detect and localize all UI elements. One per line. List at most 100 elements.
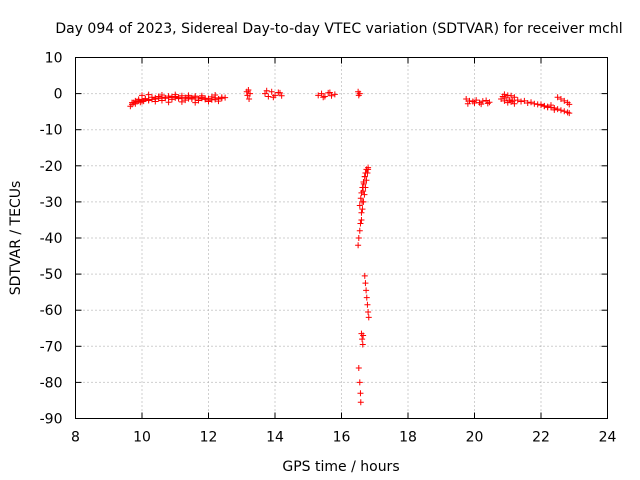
data-point — [139, 92, 145, 99]
data-point — [547, 102, 554, 109]
x-tick-label: 18 — [399, 430, 417, 446]
data-point — [132, 97, 139, 104]
data-point — [263, 87, 270, 94]
data-point — [531, 100, 538, 107]
data-point — [360, 332, 367, 339]
y-tick-label: -30 — [40, 195, 63, 211]
data-point — [357, 195, 364, 202]
data-point — [521, 97, 528, 104]
data-point — [158, 92, 165, 99]
data-point — [192, 93, 199, 100]
data-point — [202, 95, 209, 102]
data-point — [355, 235, 362, 241]
y-tick-label: -40 — [40, 231, 63, 247]
data-point — [363, 287, 370, 294]
data-point — [508, 98, 515, 105]
data-point — [356, 90, 363, 97]
data-point — [554, 94, 561, 101]
data-point — [360, 198, 367, 205]
data-point — [518, 98, 525, 105]
data-point — [276, 89, 283, 96]
data-point — [557, 96, 564, 103]
data-point — [165, 93, 172, 100]
y-tick-label: -60 — [40, 303, 63, 319]
data-point — [365, 314, 372, 321]
data-point — [152, 98, 159, 105]
data-point — [359, 206, 366, 213]
data-point — [551, 106, 558, 113]
data-point — [508, 92, 515, 99]
data-point — [247, 90, 254, 97]
data-point — [135, 96, 142, 103]
data-point — [331, 91, 338, 98]
data-points — [127, 86, 573, 406]
y-tick-label: -90 — [40, 412, 63, 428]
y-tick-label: 0 — [54, 87, 63, 103]
data-point — [361, 272, 368, 279]
y-tick-label: 10 — [45, 51, 63, 67]
data-point — [165, 99, 172, 106]
data-point — [142, 95, 149, 102]
data-point — [215, 98, 222, 105]
data-point — [358, 216, 365, 223]
data-point — [188, 96, 195, 103]
data-point — [362, 280, 369, 287]
plot-frame — [75, 57, 608, 419]
data-point — [172, 91, 179, 98]
data-point — [478, 101, 485, 108]
data-point — [464, 100, 471, 107]
y-axis-label: SDTVAR / TECUs — [8, 181, 24, 296]
data-point — [145, 96, 152, 103]
data-point — [162, 94, 169, 101]
data-point — [168, 96, 175, 103]
data-point — [501, 91, 508, 98]
data-point — [182, 97, 189, 104]
data-point — [356, 202, 363, 209]
data-point — [544, 104, 551, 111]
data-point — [357, 399, 364, 406]
grid-lines — [75, 57, 608, 419]
y-tick-label: -50 — [40, 267, 63, 283]
data-point — [326, 89, 333, 96]
y-tick-label: -10 — [40, 123, 63, 139]
data-point — [158, 97, 165, 104]
data-point — [148, 94, 155, 101]
data-point — [270, 94, 277, 101]
data-point — [175, 95, 182, 102]
data-point — [245, 86, 252, 93]
data-point — [155, 93, 162, 100]
data-point — [557, 107, 564, 114]
y-tick-label: -20 — [40, 159, 63, 175]
data-point — [145, 91, 152, 98]
data-point — [358, 189, 365, 196]
data-point — [139, 98, 145, 105]
data-point — [328, 92, 335, 99]
data-point — [365, 166, 372, 173]
data-point — [185, 92, 192, 99]
y-tick-labels: 10 0 -10 -20 -30 -40 -50 -60 -70 -80 -90 — [40, 51, 63, 428]
data-point — [359, 184, 366, 191]
data-point — [514, 97, 521, 104]
data-point — [504, 99, 511, 106]
data-point — [265, 93, 272, 100]
data-point — [364, 301, 371, 308]
data-point — [528, 99, 535, 106]
data-point — [359, 336, 366, 343]
data-point — [524, 99, 531, 106]
x-axis-label: GPS time / hours — [282, 459, 399, 475]
data-point — [355, 242, 362, 249]
data-point — [315, 92, 322, 99]
data-point — [178, 98, 185, 105]
x-tick-label: 8 — [71, 430, 80, 446]
data-point — [129, 99, 136, 106]
x-tick-label: 12 — [200, 430, 218, 446]
data-point — [357, 220, 364, 227]
chart-title: Day 094 of 2023, Sidereal Day-to-day VTE… — [55, 21, 622, 37]
data-point — [356, 379, 363, 386]
data-point — [359, 341, 366, 348]
y-tick-label: -80 — [40, 375, 63, 391]
x-tick-label: 16 — [333, 430, 351, 446]
data-point — [463, 96, 470, 103]
x-tick-label: 10 — [133, 430, 151, 446]
data-point — [246, 96, 253, 103]
